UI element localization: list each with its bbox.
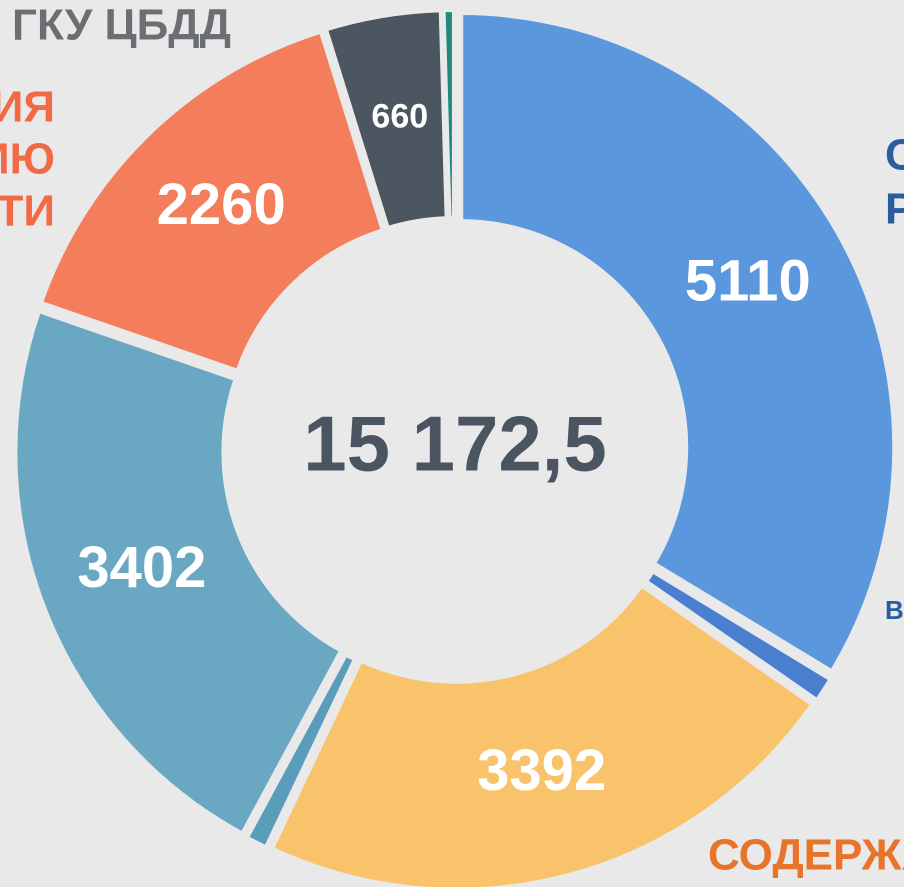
segment xyxy=(11,306,347,839)
annotation: ИЮ xyxy=(0,135,55,184)
segment xyxy=(266,580,818,887)
segment-group: 3402 xyxy=(11,306,347,839)
data-label: 3402 xyxy=(77,535,206,600)
data-label: 2260 xyxy=(157,172,286,237)
center-label: 15 172,5 xyxy=(303,400,607,488)
segment-group: 5110 xyxy=(457,9,899,677)
annotation: ТИ xyxy=(0,187,55,236)
segment-group xyxy=(640,565,837,706)
donut: 5110 3392 3402 2260 660 xyxy=(11,6,899,887)
annotation: ИЯ xyxy=(0,83,55,132)
annotation: СОДЕРЖА xyxy=(708,831,904,880)
data-label: 660 xyxy=(371,98,428,136)
data-label: 3392 xyxy=(477,738,606,803)
data-label: 5110 xyxy=(685,249,811,314)
segment xyxy=(640,565,837,706)
annotation: Р xyxy=(885,185,904,234)
segment-group: 2260 xyxy=(35,26,388,376)
segment-group xyxy=(241,649,361,853)
segment-group: 660 xyxy=(321,6,451,233)
annotation: ГКУ ЦБДД xyxy=(12,1,231,50)
annotation: В xyxy=(885,595,904,625)
segment xyxy=(439,6,458,223)
annotation: С xyxy=(885,131,904,180)
segment xyxy=(457,9,899,677)
segment-group xyxy=(439,6,458,223)
segment xyxy=(241,649,361,853)
segment-group: 3392 xyxy=(266,580,818,887)
segment xyxy=(35,26,388,376)
